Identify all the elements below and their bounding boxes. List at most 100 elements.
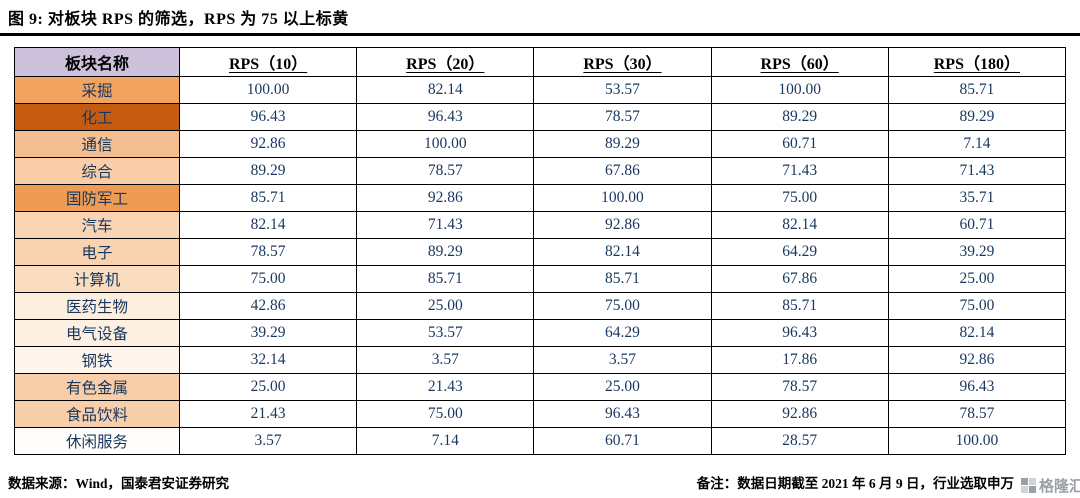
rps-value-cell: 96.43 xyxy=(887,373,1067,401)
rps-value-cell: 7.14 xyxy=(887,130,1067,158)
figure-footer: 数据来源：Wind，国泰君安证券研究 备注：数据日期截至 2021 年 6 月 … xyxy=(0,472,1080,492)
rps-value-cell: 32.14 xyxy=(178,346,358,374)
figure-header: 图 9: 对板块 RPS 的筛选，RPS 为 75 以上标黄 xyxy=(0,0,1080,36)
rps-value-cell: 60.71 xyxy=(710,130,889,158)
sector-name-cell: 国防军工 xyxy=(14,184,180,212)
rps-value-cell: 39.29 xyxy=(887,238,1067,266)
rps-value-cell: 82.14 xyxy=(356,76,535,104)
rps-value-cell: 75.00 xyxy=(887,292,1067,320)
col-header-rps: RPS（60） xyxy=(710,47,889,77)
rps-value-cell: 21.43 xyxy=(178,400,358,428)
rps-value-cell: 85.71 xyxy=(710,292,889,320)
rps-value-cell: 7.14 xyxy=(356,427,535,455)
rps-value-cell: 85.71 xyxy=(178,184,358,212)
table-header-row: 板块名称 RPS（10） RPS（20） RPS（30） RPS（60） RPS（180） xyxy=(14,47,1067,77)
rps-value-cell: 78.57 xyxy=(356,157,535,185)
rps-value-cell: 78.57 xyxy=(887,400,1067,428)
rps-value-cell: 71.43 xyxy=(710,157,889,185)
rps-value-cell: 92.86 xyxy=(356,184,535,212)
col-header-rps: RPS（10） xyxy=(178,47,358,77)
rps-value-cell: 92.86 xyxy=(710,400,889,428)
sector-name-cell: 电气设备 xyxy=(14,319,180,347)
rps-value-cell: 17.86 xyxy=(710,346,889,374)
rps-value-cell: 89.29 xyxy=(533,130,712,158)
rps-value-cell: 100.00 xyxy=(533,184,712,212)
sector-name-cell: 食品饮料 xyxy=(14,400,180,428)
gelonghui-logo-icon xyxy=(1020,478,1036,493)
sector-name-cell: 休闲服务 xyxy=(14,427,180,455)
data-source-text: 数据来源：Wind，国泰君安证券研究 xyxy=(8,476,230,491)
rps-value-cell: 96.43 xyxy=(356,103,535,131)
sector-name-cell: 有色金属 xyxy=(14,373,180,401)
sector-name-cell: 医药生物 xyxy=(14,292,180,320)
rps-value-cell: 64.29 xyxy=(533,319,712,347)
rps-value-cell: 3.57 xyxy=(356,346,535,374)
rps-value-cell: 82.14 xyxy=(887,319,1067,347)
rps-value-cell: 85.71 xyxy=(533,265,712,293)
watermark: 格隆汇 xyxy=(1016,475,1080,496)
sector-name-cell: 通信 xyxy=(14,130,180,158)
rps-value-cell: 21.43 xyxy=(356,373,535,401)
rps-table: 板块名称 RPS（10） RPS（20） RPS（30） RPS（60） RPS（180）… xyxy=(14,47,1067,455)
table-row: 综合 89.29 78.57 67.86 71.43 71.43 xyxy=(14,157,1067,185)
sector-name-cell: 计算机 xyxy=(14,265,180,293)
rps-value-cell: 3.57 xyxy=(533,346,712,374)
sector-name-cell: 化工 xyxy=(14,103,180,131)
col-header-sector-name: 板块名称 xyxy=(14,47,180,77)
rps-value-cell: 89.29 xyxy=(710,103,889,131)
rps-value-cell: 100.00 xyxy=(178,76,358,104)
table-row: 化工 96.43 96.43 78.57 89.29 89.29 xyxy=(14,103,1067,131)
rps-value-cell: 100.00 xyxy=(887,427,1067,455)
rps-value-cell: 82.14 xyxy=(533,238,712,266)
rps-value-cell: 53.57 xyxy=(533,76,712,104)
table-row: 汽车 82.14 71.43 92.86 82.14 60.71 xyxy=(14,211,1067,239)
rps-value-cell: 89.29 xyxy=(356,238,535,266)
figure-title: 图 9: 对板块 RPS 的筛选，RPS 为 75 以上标黄 xyxy=(8,11,349,28)
table-row: 有色金属 25.00 21.43 25.00 78.57 96.43 xyxy=(14,373,1067,401)
rps-value-cell: 60.71 xyxy=(533,427,712,455)
rps-value-cell: 92.86 xyxy=(533,211,712,239)
table-row: 计算机 75.00 85.71 85.71 67.86 25.00 xyxy=(14,265,1067,293)
rps-value-cell: 67.86 xyxy=(710,265,889,293)
rps-value-cell: 82.14 xyxy=(178,211,358,239)
sector-name-cell: 采掘 xyxy=(14,76,180,104)
rps-value-cell: 53.57 xyxy=(356,319,535,347)
table-row: 钢铁 32.14 3.57 3.57 17.86 92.86 xyxy=(14,346,1067,374)
rps-value-cell: 85.71 xyxy=(356,265,535,293)
rps-value-cell: 100.00 xyxy=(710,76,889,104)
rps-value-cell: 3.57 xyxy=(178,427,358,455)
rps-value-cell: 89.29 xyxy=(887,103,1067,131)
rps-value-cell: 78.57 xyxy=(178,238,358,266)
rps-value-cell: 92.86 xyxy=(178,130,358,158)
rps-value-cell: 71.43 xyxy=(887,157,1067,185)
rps-value-cell: 60.71 xyxy=(887,211,1067,239)
rps-value-cell: 85.71 xyxy=(887,76,1067,104)
sector-name-cell: 钢铁 xyxy=(14,346,180,374)
rps-value-cell: 75.00 xyxy=(533,292,712,320)
rps-value-cell: 64.29 xyxy=(710,238,889,266)
rps-value-cell: 35.71 xyxy=(887,184,1067,212)
rps-value-cell: 96.43 xyxy=(178,103,358,131)
table-row: 电气设备 39.29 53.57 64.29 96.43 82.14 xyxy=(14,319,1067,347)
table-row: 采掘 100.00 82.14 53.57 100.00 85.71 xyxy=(14,76,1067,104)
rps-value-cell: 71.43 xyxy=(356,211,535,239)
rps-value-cell: 82.14 xyxy=(710,211,889,239)
rps-value-cell: 78.57 xyxy=(710,373,889,401)
table-row: 通信 92.86 100.00 89.29 60.71 7.14 xyxy=(14,130,1067,158)
table-row: 休闲服务 3.57 7.14 60.71 28.57 100.00 xyxy=(14,427,1067,455)
sector-name-cell: 电子 xyxy=(14,238,180,266)
sector-name-cell: 汽车 xyxy=(14,211,180,239)
rps-value-cell: 100.00 xyxy=(356,130,535,158)
rps-value-cell: 96.43 xyxy=(710,319,889,347)
rps-value-cell: 67.86 xyxy=(533,157,712,185)
table-row: 国防军工 85.71 92.86 100.00 75.00 35.71 xyxy=(14,184,1067,212)
footer-note-text: 备注：数据日期截至 2021 年 6 月 9 日，行业选取申万 xyxy=(696,476,1014,491)
col-header-rps: RPS（30） xyxy=(533,47,712,77)
sector-name-cell: 综合 xyxy=(14,157,180,185)
rps-value-cell: 25.00 xyxy=(356,292,535,320)
rps-value-cell: 78.57 xyxy=(533,103,712,131)
rps-value-cell: 28.57 xyxy=(710,427,889,455)
table-row: 食品饮料 21.43 75.00 96.43 92.86 78.57 xyxy=(14,400,1067,428)
rps-value-cell: 75.00 xyxy=(710,184,889,212)
